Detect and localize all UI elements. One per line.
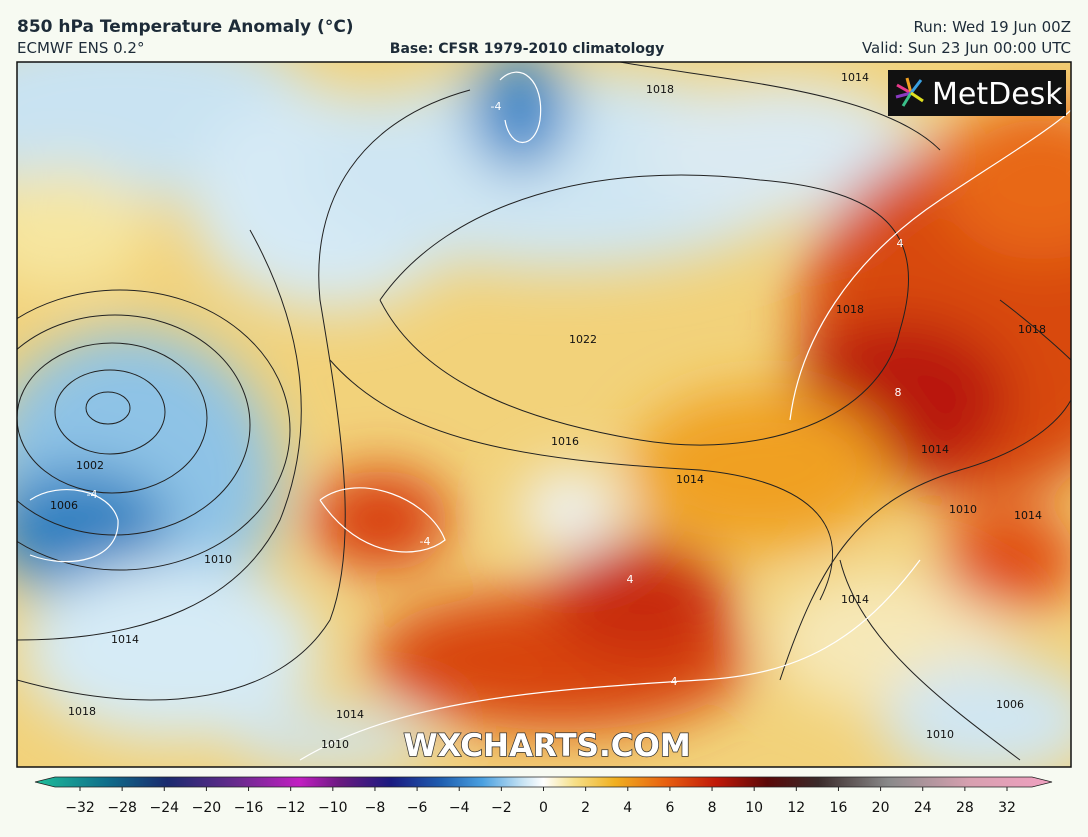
colorbar-label: −2: [491, 800, 512, 816]
contour-label: 4: [627, 573, 634, 586]
run: Run: Wed 19 Jun 00Z: [914, 18, 1071, 36]
contour-label: 1006: [50, 499, 78, 512]
contour-label: 1014: [841, 71, 869, 84]
contour-label: 4: [671, 675, 678, 688]
colorbar-label: 2: [581, 800, 590, 816]
contour-label: 1014: [676, 473, 704, 486]
colorbar: [34, 776, 1053, 788]
valid: Valid: Sun 23 Jun 00:00 UTC: [862, 39, 1071, 57]
contour-label: -4: [87, 488, 98, 501]
contour-label: -4: [420, 535, 431, 548]
contour-label: 1014: [1014, 509, 1042, 522]
contour-label: 1014: [111, 633, 139, 646]
contour-label: 1018: [1018, 323, 1046, 336]
contour-label: -4: [491, 100, 502, 113]
contour-label: 4: [897, 237, 904, 250]
isobars: [17, 62, 1071, 761]
colorbar-label: 8: [708, 800, 717, 816]
colorbar-label: 16: [830, 800, 848, 816]
anomaly-contours: [29, 71, 1071, 761]
colorbar-label: −24: [149, 800, 179, 816]
colorbar-label: 6: [665, 800, 674, 816]
watermark: WXCHARTS.COM: [403, 728, 690, 764]
contour-label: 1010: [204, 553, 232, 566]
base: Base: CFSR 1979-2010 climatology: [390, 41, 664, 57]
contour-label: 1014: [921, 443, 949, 456]
colorbar-label: −16: [234, 800, 264, 816]
logo-icon: [895, 77, 924, 107]
map-frame: [16, 61, 1072, 768]
colorbar-label: 4: [623, 800, 632, 816]
colorbar-label: 32: [998, 800, 1016, 816]
contour-label: 1006: [996, 698, 1024, 711]
contour-label: 1014: [841, 593, 869, 606]
contour-label: 1016: [551, 435, 579, 448]
contour-label: 1022: [569, 333, 597, 346]
colorbar-label: −32: [65, 800, 95, 816]
contour-label: 1010: [321, 738, 349, 751]
title: 850 hPa Temperature Anomaly (°C): [17, 17, 354, 37]
model: ECMWF ENS 0.2°: [17, 39, 144, 57]
contour-label: 1018: [68, 705, 96, 718]
logo-box: [888, 70, 1066, 116]
colorbar-label: 28: [956, 800, 974, 816]
contour-label: 1018: [836, 303, 864, 316]
colorbar-label: −6: [407, 800, 428, 816]
colorbar-label: −8: [365, 800, 386, 816]
colorbar-ticks: −32 −28 −24 −20 −16 −12 −10 −8 −6 −4 −2 0 2 4 6 8 10 12 16…: [65, 787, 1016, 816]
anomaly-field: [17, 62, 1071, 767]
contour-label: 1010: [926, 728, 954, 741]
contour-label: 1018: [646, 83, 674, 96]
colorbar-label: 12: [787, 800, 805, 816]
colorbar-label: −28: [107, 800, 137, 816]
colorbar-label: −20: [192, 800, 222, 816]
colorbar-label: 0: [539, 800, 548, 816]
colorbar-label: 10: [745, 800, 763, 816]
contour-label: 1010: [949, 503, 977, 516]
contour-label: 1002: [76, 459, 104, 472]
colorbar-label: −4: [449, 800, 470, 816]
contour-label: 1014: [336, 708, 364, 721]
colorbar-label: −12: [276, 800, 306, 816]
contour-label: 8: [895, 386, 902, 399]
colorbar-label: 24: [914, 800, 932, 816]
colorbar-label: −10: [318, 800, 348, 816]
map: 1014 1018 1018 1022 1018 1002 1006 1010 …: [17, 62, 1071, 767]
colorbar-label: 20: [872, 800, 890, 816]
logo-text: MetDesk: [932, 77, 1063, 112]
